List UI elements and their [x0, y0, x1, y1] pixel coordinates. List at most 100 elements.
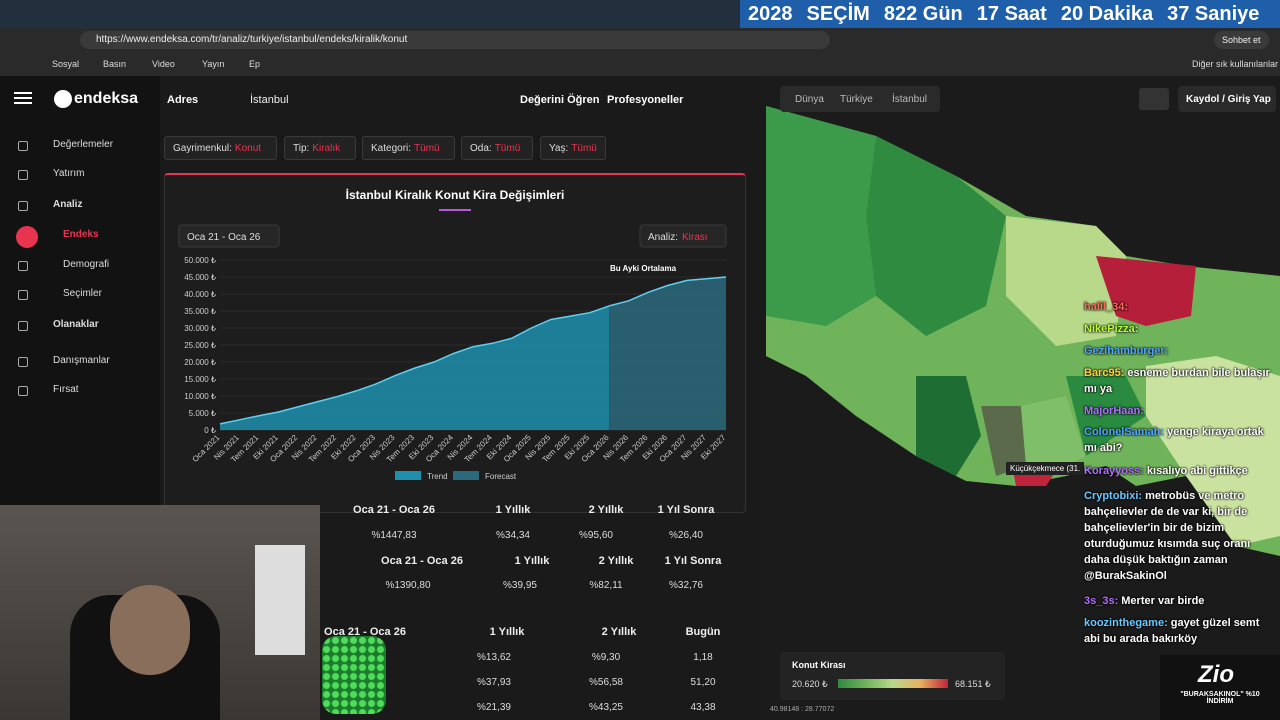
- table-cell: %1447,83: [371, 530, 417, 541]
- jar: [322, 636, 386, 714]
- chat-text: yenge kiraya ortak mı abi?: [1084, 426, 1264, 454]
- countdown-part: 20 Dakika: [1060, 2, 1154, 25]
- analysis-label: Analiz:: [648, 232, 678, 243]
- coordinates: 40.98148 : 28.77072: [770, 706, 835, 713]
- webcam: [0, 505, 320, 720]
- filter[interactable]: Tip: Kiralık: [284, 136, 356, 160]
- nav-icon: [18, 357, 28, 367]
- map-legend: Konut Kirası 20.620 ₺ 68.151 ₺: [780, 652, 1005, 700]
- window: [255, 545, 305, 655]
- table-cell: %39,95: [503, 580, 537, 591]
- table-cell: %1390,80: [385, 580, 431, 591]
- chat-message: MajorHaan:: [1084, 403, 1276, 419]
- nav-link[interactable]: Profesyoneller: [607, 94, 684, 106]
- nav-item[interactable]: Demografi: [63, 259, 110, 270]
- nav-item[interactable]: Analiz: [53, 199, 83, 210]
- chat-user: Gezihamburger:: [1084, 345, 1169, 357]
- y-tick-label: 0 ₺: [204, 426, 216, 435]
- search-input[interactable]: İstanbul: [250, 94, 289, 106]
- nav-link[interactable]: Değerini Öğren: [520, 94, 600, 106]
- legend-swatch[interactable]: [453, 471, 479, 480]
- analysis-value: Kirası: [682, 232, 708, 243]
- breadcrumb[interactable]: İstanbul: [892, 94, 928, 105]
- logo[interactable]: endeksa: [74, 90, 139, 107]
- nav-item[interactable]: Seçimler: [63, 288, 102, 299]
- chat-message: 3s_3s: Merter var birde: [1084, 593, 1276, 609]
- countdown: 2028 SEÇİM 822 Gün 17 Saat 20 Dakika 37 Saniy…: [740, 0, 1280, 28]
- filter-label: Tip:: [293, 143, 310, 154]
- chat-message: Cryptobixi: metrobüs ve metro bahçelievle…: [1084, 488, 1276, 584]
- nav-item[interactable]: Danışmanlar: [53, 355, 110, 366]
- sponsor: Zio "BURAKSAKINOL" %10 İNDİRİM: [1160, 655, 1280, 720]
- chat-user: 3s_3s:: [1084, 595, 1119, 607]
- breadcrumb[interactable]: Dünya: [795, 94, 824, 105]
- line: [609, 276, 727, 307]
- bookmark[interactable]: Yayın: [202, 59, 225, 69]
- table-cell: %95,60: [579, 530, 613, 541]
- table-cell: 43,38: [690, 702, 716, 713]
- analysis-box[interactable]: [639, 224, 727, 248]
- chat-message: NikePizza:: [1084, 321, 1276, 337]
- countdown-part: 822 Gün: [883, 2, 963, 25]
- nav-item[interactable]: Fırsat: [53, 384, 79, 395]
- nav-icon: [18, 386, 28, 396]
- nav-icon: [18, 321, 28, 331]
- breadcrumb[interactable]: Türkiye: [840, 94, 873, 105]
- date-range-box[interactable]: [178, 224, 280, 248]
- map-tooltip: Küçükçekmece (31.: [1006, 462, 1085, 475]
- chat-message: ColonelSamah: yenge kiraya ortak mı abi?: [1084, 424, 1276, 456]
- title-underline: [439, 209, 471, 211]
- filter[interactable]: Gayrimenkul: Konut: [164, 136, 277, 160]
- login-button[interactable]: Kaydol / Giriş Yap: [1178, 86, 1276, 112]
- legend-label: Trend: [427, 472, 448, 481]
- bookmark[interactable]: Ep: [249, 59, 261, 69]
- map[interactable]: [766, 76, 1280, 720]
- chat-message: koozinthegame: gayet güzel semt abi bu ar…: [1084, 615, 1276, 647]
- filter-label: Kategori:: [371, 143, 412, 154]
- address-label[interactable]: Adres: [167, 94, 199, 106]
- other-bookmarks[interactable]: Diğer sık kullanılanlar: [1192, 59, 1279, 69]
- line: [219, 305, 610, 425]
- bookmark[interactable]: Video: [152, 59, 175, 69]
- table-cell: %37,93: [477, 677, 511, 688]
- nav-icon: [18, 261, 28, 271]
- filter-value: Konut: [234, 143, 262, 154]
- brand: Zio: [1198, 661, 1234, 688]
- filter-label: Gayrimenkul:: [173, 143, 232, 154]
- table-header: 2 Yıllık: [601, 626, 637, 638]
- table-cell: %43,25: [589, 702, 623, 713]
- chart: İstanbul Kiralık Konut Kira Değişimleri O…: [178, 187, 728, 481]
- table-header: Oca 21 - Oca 26: [353, 504, 435, 516]
- header: Adres İstanbul Değerini Öğren Profesyone…: [160, 76, 766, 124]
- filter[interactable]: Oda: Tümü: [461, 136, 533, 160]
- legend-title: Konut Kirası: [792, 660, 846, 670]
- table-cell: %34,34: [496, 530, 530, 541]
- bookmark[interactable]: Basın: [103, 59, 127, 69]
- filter[interactable]: Yaş: Tümü: [540, 136, 606, 160]
- y-tick-label: 40.000 ₺: [184, 290, 216, 299]
- chat-text: gayet güzel semt abi bu arada bakırköy: [1084, 617, 1260, 645]
- chat-user: ColonelSamah:: [1084, 426, 1165, 438]
- filter-label: Yaş:: [549, 143, 569, 154]
- legend-max: 68.151 ₺: [955, 679, 991, 689]
- nav-item[interactable]: Endeks: [63, 229, 99, 240]
- nav-item[interactable]: Yatırım: [53, 168, 85, 179]
- url[interactable]: https://www.endeksa.com/tr/analiz/turkiy…: [80, 31, 830, 49]
- chat-user: Cryptobixi:: [1084, 490, 1143, 502]
- nav-item[interactable]: Olanaklar: [53, 319, 99, 330]
- chat-text: esneme burdan bile bulaşır mı ya: [1084, 367, 1270, 395]
- chat-button[interactable]: Sohbet et: [1214, 31, 1269, 49]
- legend-scale: [838, 679, 948, 688]
- countdown-part: 17 Saat: [976, 2, 1047, 25]
- menu-icon[interactable]: [14, 92, 32, 104]
- chat-user: MajorHaan:: [1084, 405, 1144, 417]
- nav-item[interactable]: Değerlemeler: [53, 139, 114, 150]
- table-cell: %32,76: [669, 580, 703, 591]
- bookmark[interactable]: Sosyal: [52, 59, 80, 69]
- table-cell: 1,18: [693, 652, 713, 663]
- nav-icon: [18, 201, 28, 211]
- table-header: 1 Yıllık: [489, 626, 525, 638]
- filter[interactable]: Kategori: Tümü: [362, 136, 455, 160]
- legend-swatch[interactable]: [395, 471, 421, 480]
